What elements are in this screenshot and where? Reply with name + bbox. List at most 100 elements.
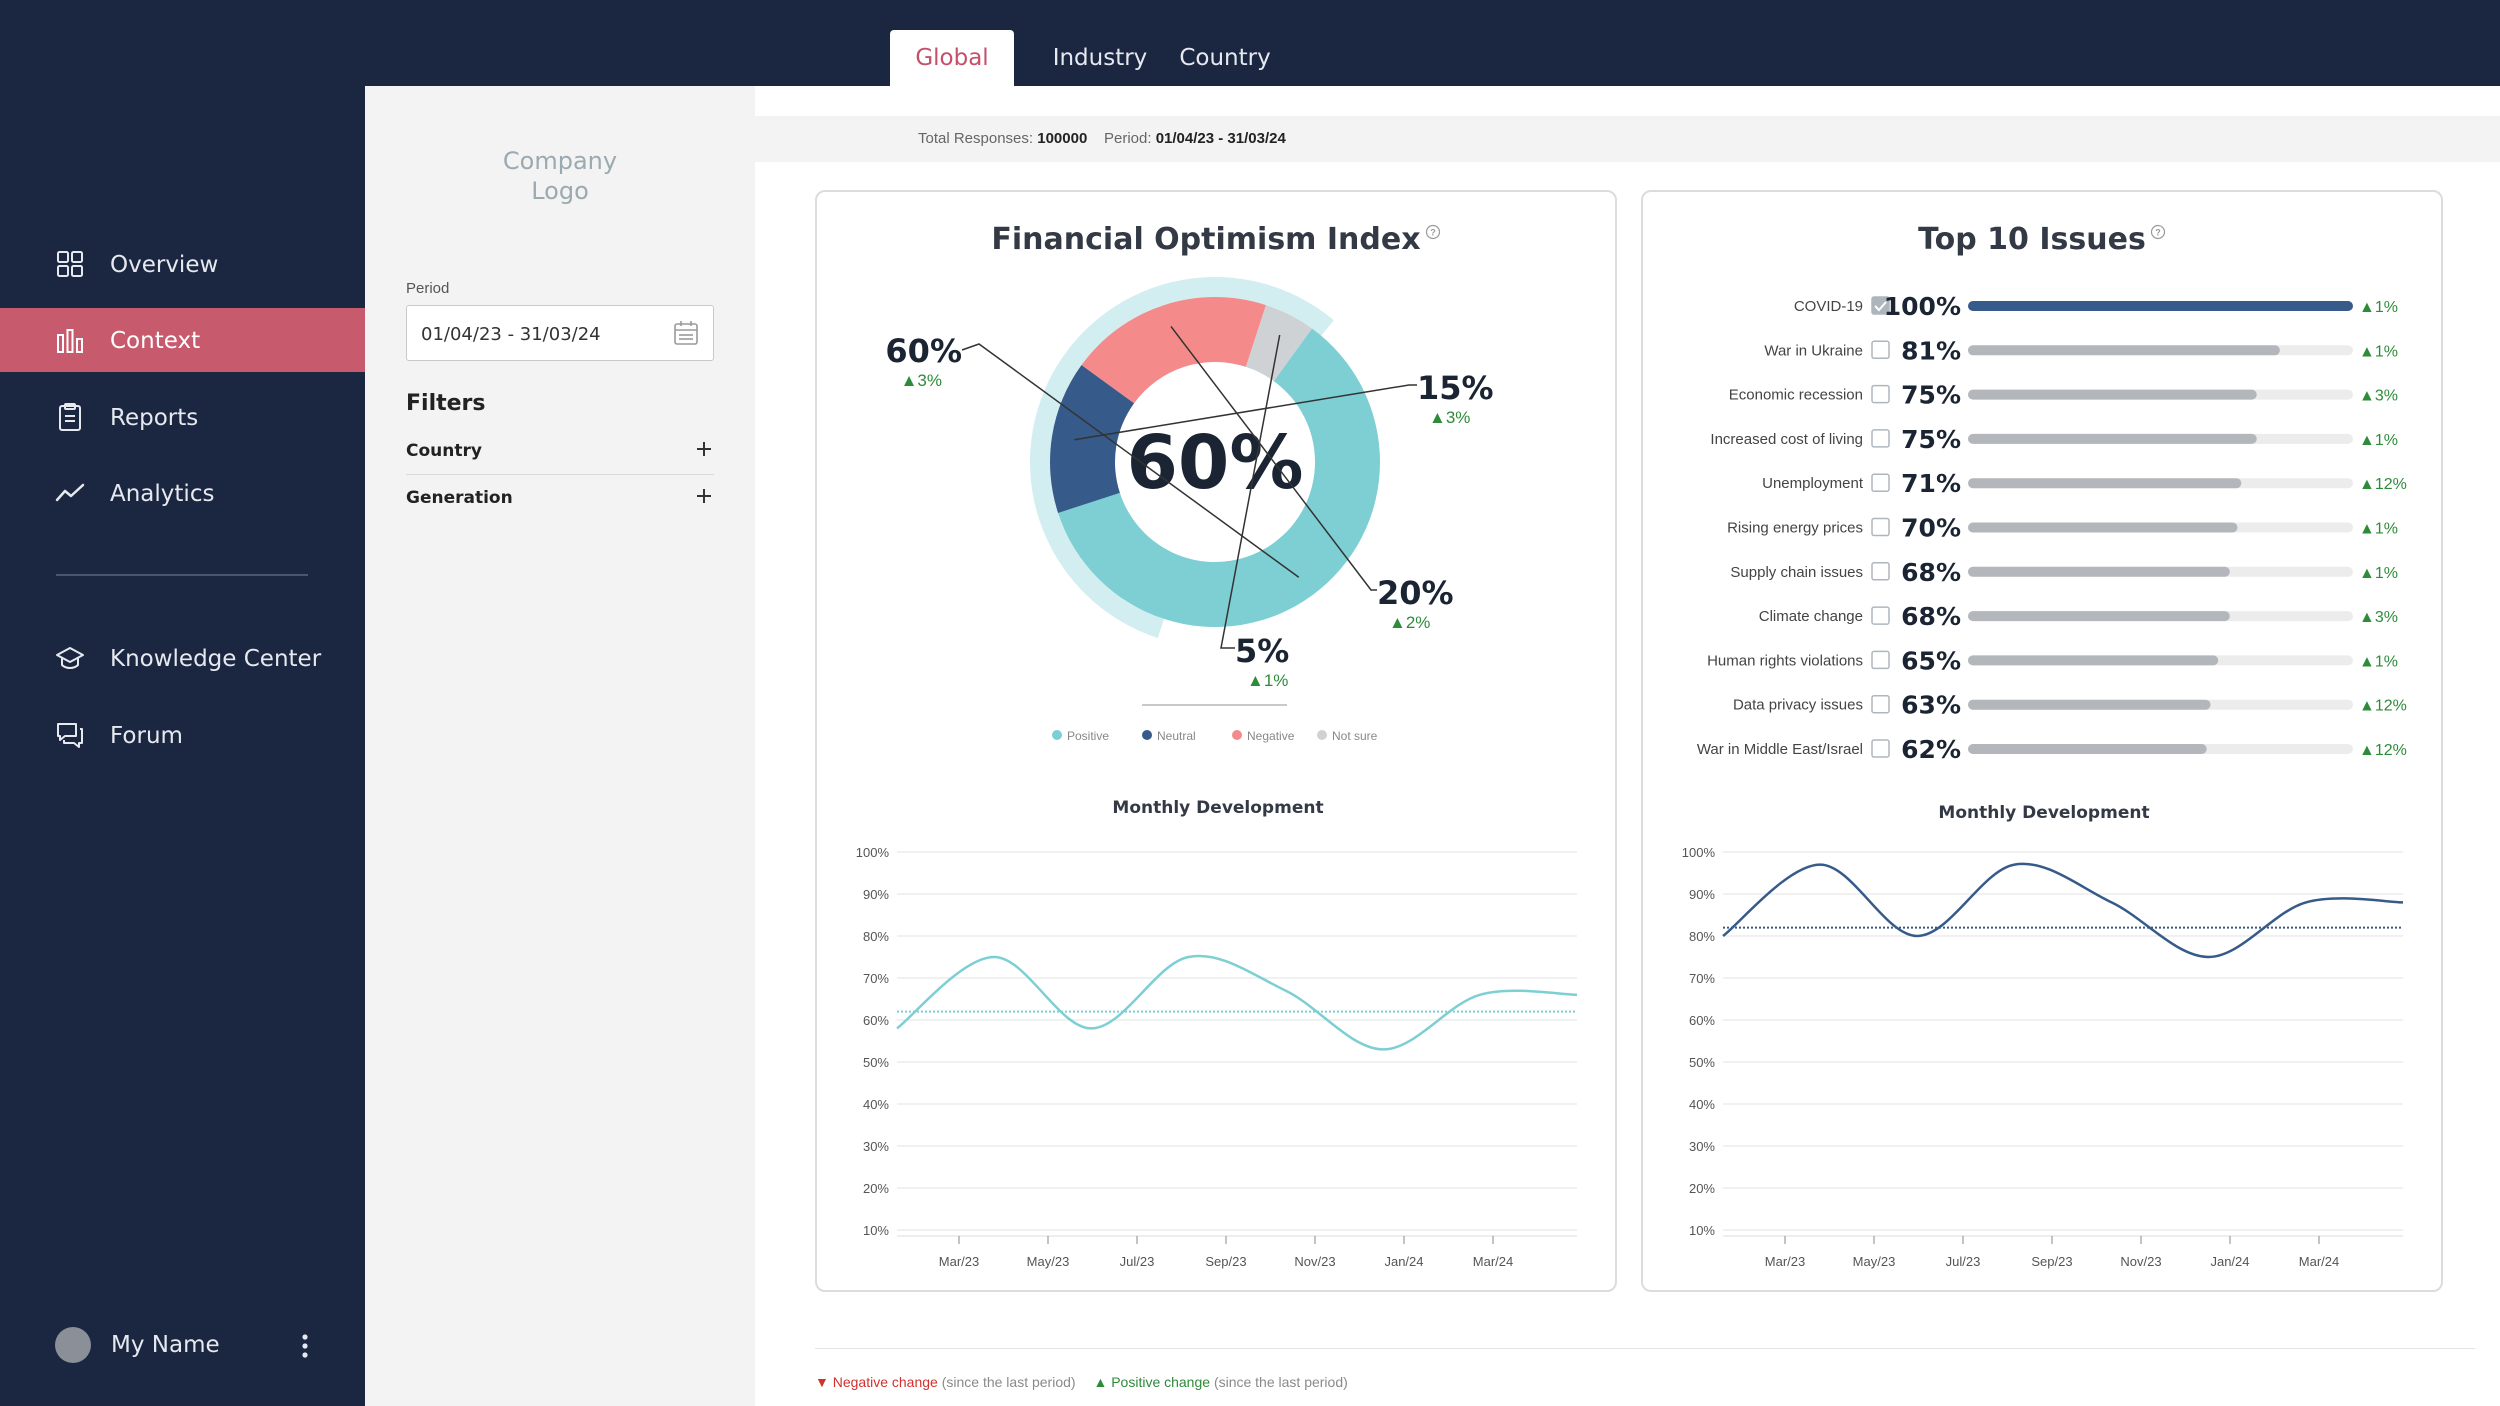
user-name: My Name xyxy=(111,1332,220,1358)
issue-change: ▲1% xyxy=(2359,565,2398,582)
x-tick-label: May/23 xyxy=(1853,1254,1896,1269)
sidebar-item-label: Forum xyxy=(110,723,183,749)
svg-text:?: ? xyxy=(1430,228,1436,238)
filter-label: Generation xyxy=(406,488,513,508)
card-title: Top 10 Issues? xyxy=(1643,222,2441,257)
issue-checkbox[interactable] xyxy=(1871,606,1890,625)
issue-value: 68% xyxy=(1901,558,1961,587)
trend-line-icon xyxy=(55,483,85,502)
positive-change-legend: ▲ Positive change xyxy=(1093,1374,1211,1390)
filters-title: Filters xyxy=(406,391,486,416)
check-icon xyxy=(1874,301,1887,312)
issue-checkbox[interactable] xyxy=(1871,340,1890,360)
sidebar-item-label: Context xyxy=(110,328,201,354)
issue-label: Unemployment xyxy=(1762,475,1864,492)
issue-bar xyxy=(1968,699,2211,710)
issues-charts: COVID-19 100% ▲1% War in Ukraine 81% ▲1% Econo… xyxy=(1682,292,2407,1269)
x-tick-label: Jan/24 xyxy=(2210,1254,2249,1269)
issue-label: War in Ukraine xyxy=(1764,342,1863,359)
sidebar-item-label: Overview xyxy=(110,252,219,278)
card-title-text: Top 10 Issues xyxy=(1918,222,2146,257)
issue-label: Supply chain issues xyxy=(1730,564,1863,581)
bar-chart-icon xyxy=(57,329,83,353)
since-note: (since the last period) xyxy=(1213,1374,1348,1390)
y-tick-label: 90% xyxy=(1689,887,1715,902)
sidebar-item-reports[interactable]: Reports xyxy=(0,385,365,449)
monthly-line xyxy=(896,954,1578,1051)
company-logo: Company Logo xyxy=(365,146,755,206)
issue-checkbox[interactable] xyxy=(1871,296,1890,315)
y-tick-label: 60% xyxy=(1689,1013,1715,1028)
issue-value: 75% xyxy=(1901,381,1961,410)
plus-icon[interactable] xyxy=(694,439,714,459)
issue-change: ▲1% xyxy=(2359,432,2398,449)
callout-line xyxy=(1170,326,1377,591)
issue-label: Human rights violations xyxy=(1707,652,1863,669)
info-icon[interactable]: ? xyxy=(2150,224,2166,240)
issue-checkbox[interactable] xyxy=(1871,739,1890,758)
sidebar-item-analytics[interactable]: Analytics xyxy=(0,461,365,525)
legend-label: Positive xyxy=(1067,729,1109,743)
x-tick-label: Jul/23 xyxy=(1120,1254,1155,1269)
tab-country[interactable]: Country xyxy=(1179,45,1271,71)
issue-label: COVID-19 xyxy=(1794,298,1863,315)
issue-checkbox[interactable] xyxy=(1871,384,1890,404)
period-value: 01/04/23 - 31/03/24 xyxy=(421,324,601,345)
issue-bar xyxy=(1968,433,2257,444)
legend-swatch xyxy=(1232,730,1242,740)
issue-bar xyxy=(1968,301,2353,311)
since-note: (since the last period) xyxy=(941,1374,1076,1390)
positive-change-label: Positive change xyxy=(1111,1374,1211,1390)
vertical-dots-icon[interactable] xyxy=(295,1331,315,1361)
positive-highlight-ring xyxy=(1030,277,1334,638)
issue-change: ▲3% xyxy=(2359,388,2398,405)
tab-global[interactable]: Global xyxy=(890,30,1014,86)
calendar-icon[interactable] xyxy=(673,320,699,346)
x-tick-label: Mar/23 xyxy=(939,1254,979,1269)
monthly-title: Monthly Development xyxy=(1938,803,2149,823)
slice-change-label: ▲3% xyxy=(1429,408,1470,427)
issue-bar xyxy=(1968,744,2207,754)
y-tick-label: 40% xyxy=(863,1097,889,1112)
y-tick-label: 80% xyxy=(1689,929,1715,944)
issue-checkbox[interactable] xyxy=(1871,694,1890,714)
issue-value: 81% xyxy=(1901,336,1961,365)
issue-checkbox[interactable] xyxy=(1871,562,1890,581)
period-date-picker[interactable]: 01/04/23 - 31/03/24 xyxy=(406,305,714,361)
sidebar-item-forum[interactable]: Forum xyxy=(0,703,365,767)
issue-checkbox[interactable] xyxy=(1871,429,1890,448)
x-tick-label: May/23 xyxy=(1027,1254,1070,1269)
sidebar-item-overview[interactable]: Overview xyxy=(0,232,365,296)
footer-divider xyxy=(815,1348,2475,1349)
monthly-title: Monthly Development xyxy=(1112,798,1323,818)
x-tick-label: Nov/23 xyxy=(2120,1254,2161,1269)
issue-checkbox[interactable] xyxy=(1871,473,1890,492)
x-tick-label: Sep/23 xyxy=(2031,1254,2072,1269)
logo-line: Company xyxy=(502,147,618,175)
filter-country[interactable]: Country xyxy=(406,429,714,475)
sidebar-item-context[interactable]: Context xyxy=(0,308,365,372)
issue-value: 100% xyxy=(1884,292,1961,321)
plus-icon[interactable] xyxy=(694,486,714,506)
issue-bar xyxy=(1968,611,2230,622)
user-profile[interactable]: My Name xyxy=(55,1325,325,1365)
slice-value-label: 60% xyxy=(885,332,962,370)
sidebar-item-knowledge-center[interactable]: Knowledge Center xyxy=(0,626,365,690)
issue-checkbox[interactable] xyxy=(1871,650,1890,670)
issue-checkbox[interactable] xyxy=(1871,517,1890,537)
info-icon[interactable]: ? xyxy=(1425,224,1441,240)
slice-change-label: ▲1% xyxy=(1247,671,1288,690)
slice-value-label: 20% xyxy=(1377,574,1454,612)
issue-bar xyxy=(1968,522,2238,533)
y-tick-label: 10% xyxy=(1689,1223,1715,1238)
legend-label: Not sure xyxy=(1332,729,1378,743)
issue-label: Rising energy prices xyxy=(1727,520,1863,537)
period-label: Period xyxy=(406,280,450,297)
avatar[interactable] xyxy=(55,1327,91,1363)
issue-value: 62% xyxy=(1901,735,1961,764)
filter-generation[interactable]: Generation xyxy=(406,476,714,522)
y-tick-label: 100% xyxy=(1682,845,1716,860)
issue-change: ▲1% xyxy=(2359,299,2398,316)
tab-industry[interactable]: Industry xyxy=(1052,45,1148,71)
issue-bar xyxy=(1968,389,2257,400)
